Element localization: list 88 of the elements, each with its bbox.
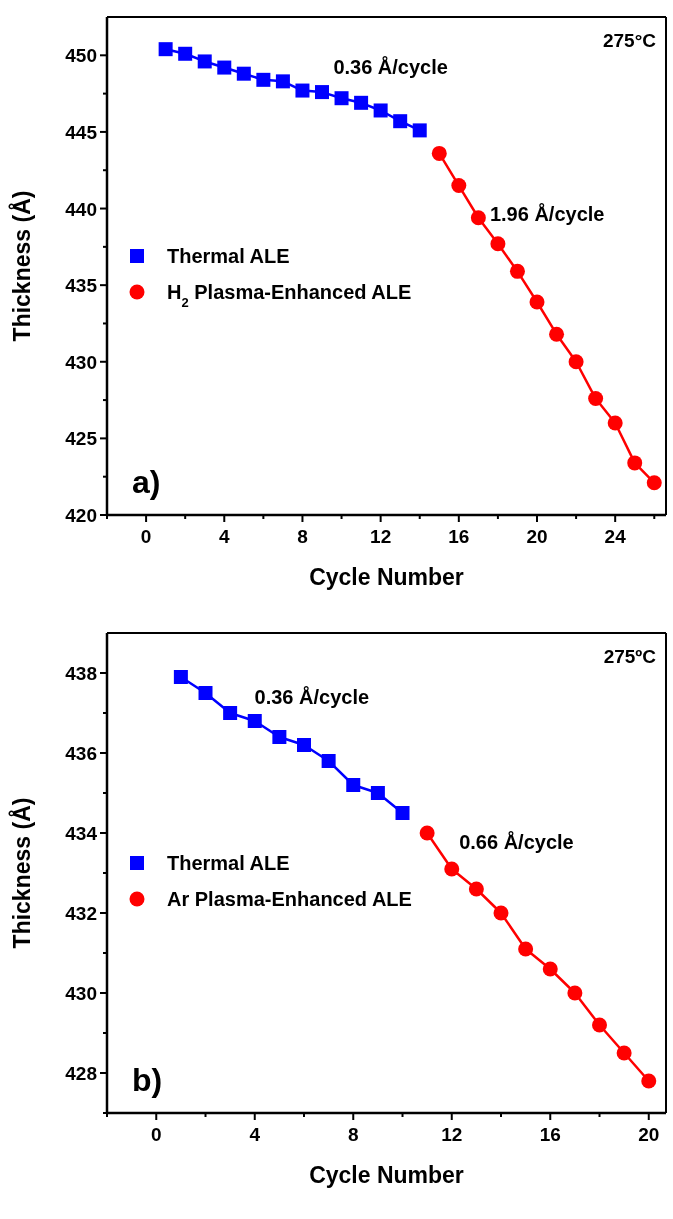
point <box>236 66 251 81</box>
x-axis-title: Cycle Number <box>309 564 464 590</box>
annotation: 1.96 Å/cycle <box>489 201 605 225</box>
point <box>373 103 388 118</box>
y-axis-title: Thickness (Å) <box>8 797 35 949</box>
point <box>588 391 604 407</box>
point <box>431 145 447 161</box>
point <box>334 91 349 106</box>
point <box>395 806 410 820</box>
annotation: 0.66 Å/cycle <box>459 829 574 853</box>
x-tick-label: 8 <box>347 1124 359 1145</box>
point <box>297 738 311 752</box>
point <box>321 754 336 768</box>
y-tick-label: 432 <box>65 903 97 924</box>
point <box>198 686 213 700</box>
point <box>158 42 173 57</box>
point <box>607 415 623 431</box>
point <box>315 85 329 100</box>
point <box>627 455 643 471</box>
y-tick-label: 450 <box>65 45 97 67</box>
point <box>295 83 310 98</box>
point <box>247 714 262 728</box>
y-tick-label: 428 <box>65 1063 97 1084</box>
point <box>509 263 525 279</box>
x-tick-label: 16 <box>448 526 470 547</box>
annotation: a) <box>132 464 161 500</box>
point <box>490 236 506 252</box>
y-tick-label: 445 <box>65 121 98 143</box>
point <box>493 905 509 921</box>
x-axis-title: Cycle Number <box>309 1162 464 1188</box>
point <box>223 706 238 720</box>
point <box>275 74 290 89</box>
x-tick-label: 4 <box>249 1124 261 1145</box>
point <box>178 46 193 61</box>
point <box>173 670 188 684</box>
y-tick-label: 425 <box>65 428 98 450</box>
point <box>444 861 460 877</box>
annotation: 0.36 Å/cycle <box>333 54 448 78</box>
y-tick-label: 434 <box>65 823 98 844</box>
point <box>393 114 408 129</box>
point <box>529 294 545 310</box>
point <box>256 72 271 87</box>
y-axis-title: Thickness (Å) <box>8 190 35 342</box>
x-tick-label: 4 <box>218 526 230 547</box>
annotation: 275°C <box>602 30 657 51</box>
x-tick-label: 16 <box>539 1124 561 1145</box>
annotation: 275ºC <box>603 646 657 667</box>
y-tick-label: 420 <box>65 505 97 526</box>
point <box>412 123 427 138</box>
point <box>354 95 369 110</box>
y-tick-label: 438 <box>65 663 97 684</box>
point <box>592 1017 608 1033</box>
point <box>272 730 287 744</box>
legend-label: Ar Plasma-Enhanced ALE <box>167 888 412 910</box>
point <box>370 786 385 800</box>
y-tick-label: 436 <box>65 743 97 764</box>
legend-label: Thermal ALE <box>167 852 290 874</box>
point <box>468 881 484 897</box>
x-tick-label: 0 <box>140 526 152 547</box>
y-tick-label: 430 <box>65 351 97 373</box>
x-tick-label: 12 <box>370 526 392 547</box>
point <box>641 1073 657 1089</box>
point <box>549 326 565 342</box>
point <box>451 178 467 194</box>
y-tick-label: 435 <box>65 275 98 297</box>
x-tick-label: 0 <box>150 1124 162 1145</box>
legend-label: H$_{2}$ Plasma-Enhanced ALE <box>167 281 412 310</box>
point <box>568 354 584 370</box>
x-tick-label: 8 <box>297 526 308 547</box>
point <box>567 985 583 1001</box>
x-tick-label: 12 <box>441 1124 463 1145</box>
point <box>217 60 232 75</box>
x-tick-label: 20 <box>638 1124 660 1145</box>
legend-label: Thermal ALE <box>167 245 290 267</box>
x-tick-label: 24 <box>604 526 627 547</box>
point <box>646 475 662 491</box>
x-tick-label: 20 <box>526 526 548 547</box>
point <box>197 54 212 69</box>
point <box>346 778 361 792</box>
annotation: 0.36 Å/cycle <box>254 684 370 708</box>
point <box>419 825 435 841</box>
y-tick-label: 440 <box>65 198 97 220</box>
point <box>470 210 486 226</box>
annotation: b) <box>132 1062 163 1098</box>
y-tick-label: 430 <box>65 983 97 1004</box>
point <box>542 961 558 977</box>
point <box>518 941 534 957</box>
point <box>616 1045 632 1061</box>
